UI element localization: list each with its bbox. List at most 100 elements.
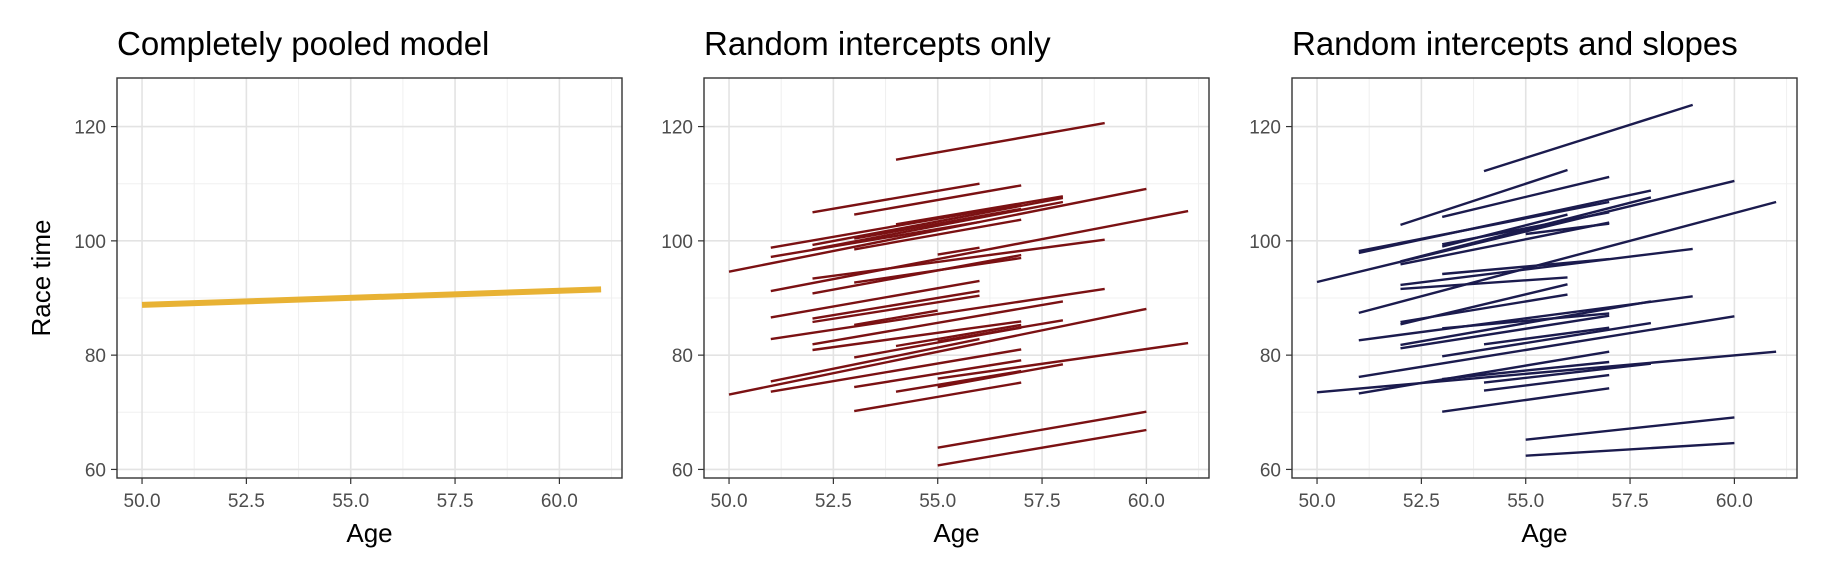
series-line (937, 363, 1064, 389)
series-line (1483, 103, 1694, 173)
series-line (1525, 416, 1735, 441)
series-line (812, 294, 980, 324)
series-line (895, 121, 1105, 161)
series-line (812, 238, 1105, 280)
panels: 50.0 52.5 55.0 57.5 60.0 60 80 100 120 Completely… (74, 25, 1798, 548)
x-tick-label: 60.0 (541, 491, 578, 512)
x-tick-label: 55.0 (919, 491, 956, 512)
series-line (770, 337, 980, 383)
panel-border (116, 77, 623, 479)
series-line (1483, 373, 1610, 392)
series-line (812, 300, 1064, 346)
series-line (770, 348, 1022, 393)
series-line (1400, 247, 1693, 287)
series-line (854, 256, 1022, 284)
x-tick-label: 60.0 (1128, 491, 1165, 512)
series-line (728, 187, 1147, 273)
panel-title: Random intercepts and slopes (1292, 25, 1738, 62)
y-tick-label: 100 (661, 232, 693, 253)
series-line (1441, 213, 1568, 248)
plot-background (704, 78, 1209, 478)
series-line (770, 220, 980, 259)
series-line (937, 428, 1147, 467)
y-axis-title: Race time (26, 219, 56, 336)
series-group (728, 121, 1189, 467)
series-line (853, 207, 1022, 240)
series-line (1442, 321, 1652, 358)
x-tick-label: 57.5 (1024, 491, 1061, 512)
series-line (937, 410, 1147, 449)
y-tick-label: 60 (1260, 460, 1281, 481)
x-tick-label: 50.0 (124, 491, 161, 512)
x-tick-label: 55.0 (1507, 491, 1544, 512)
series-line (1400, 276, 1568, 291)
series-line (812, 320, 1022, 352)
series-line (1400, 221, 1610, 266)
series-line (895, 323, 1022, 348)
series-line (895, 195, 1064, 226)
series-group (141, 286, 602, 308)
x-axis-title: Age (933, 518, 979, 548)
series-line (853, 309, 938, 327)
series-line (937, 319, 1064, 343)
series-line (1442, 257, 1610, 276)
series-line (1525, 222, 1610, 236)
x-axis-title: Age (346, 518, 392, 548)
series-line (1442, 312, 1610, 330)
x-axis-title: Age (1521, 518, 1567, 548)
series-line (1441, 175, 1610, 219)
series-line (770, 279, 980, 319)
x-tick-label: 60.0 (1716, 491, 1753, 512)
y-tick-label: 120 (74, 118, 106, 139)
y-tick-label: 80 (672, 346, 693, 367)
series-line (1400, 314, 1610, 350)
series-line (728, 307, 1147, 396)
series-line (854, 359, 1022, 389)
panel-border (1291, 77, 1798, 479)
series-line (1400, 300, 1652, 347)
y-tick-label: 60 (85, 460, 106, 481)
series-line (141, 286, 602, 308)
series-line (812, 182, 980, 214)
series-group (1316, 103, 1777, 457)
series-line (1442, 360, 1610, 381)
series-line (853, 381, 1022, 413)
series-line (1442, 387, 1610, 413)
panel-2: 50.0 52.5 55.0 57.5 60.0 60 80 100 120 Random int… (661, 25, 1210, 548)
y-tick-label: 100 (1249, 232, 1281, 253)
y-tick-label: 60 (672, 460, 693, 481)
y-tick-label: 120 (661, 118, 693, 139)
y-tick-label: 120 (1249, 118, 1281, 139)
series-line (1358, 200, 1610, 253)
series-line (770, 287, 1105, 341)
x-tick-label: 52.5 (1403, 491, 1440, 512)
series-line (853, 184, 1022, 216)
plot-background (117, 78, 622, 478)
series-line (1358, 315, 1735, 379)
series-line (770, 203, 1022, 249)
y-tick-label: 80 (85, 346, 106, 367)
y-tick-label: 100 (74, 232, 106, 253)
panel-title: Completely pooled model (117, 25, 489, 62)
series-line (770, 209, 1189, 293)
series-line (1483, 362, 1652, 384)
panel-border (703, 77, 1210, 479)
x-tick-label: 50.0 (711, 491, 748, 512)
series-line (1525, 441, 1735, 457)
x-tick-label: 52.5 (228, 491, 265, 512)
x-tick-label: 50.0 (1299, 491, 1336, 512)
series-line (1358, 350, 1610, 395)
series-line (1316, 350, 1777, 394)
series-line (812, 196, 1064, 247)
panel-title: Random intercepts only (704, 25, 1051, 62)
x-tick-label: 57.5 (1612, 491, 1649, 512)
series-line (937, 246, 980, 256)
x-tick-label: 52.5 (815, 491, 852, 512)
series-line (812, 289, 980, 320)
series-line (937, 341, 1189, 380)
x-tick-label: 55.0 (332, 491, 369, 512)
series-line (853, 218, 1022, 251)
y-tick-label: 80 (1260, 346, 1281, 367)
series-line (1400, 168, 1568, 227)
